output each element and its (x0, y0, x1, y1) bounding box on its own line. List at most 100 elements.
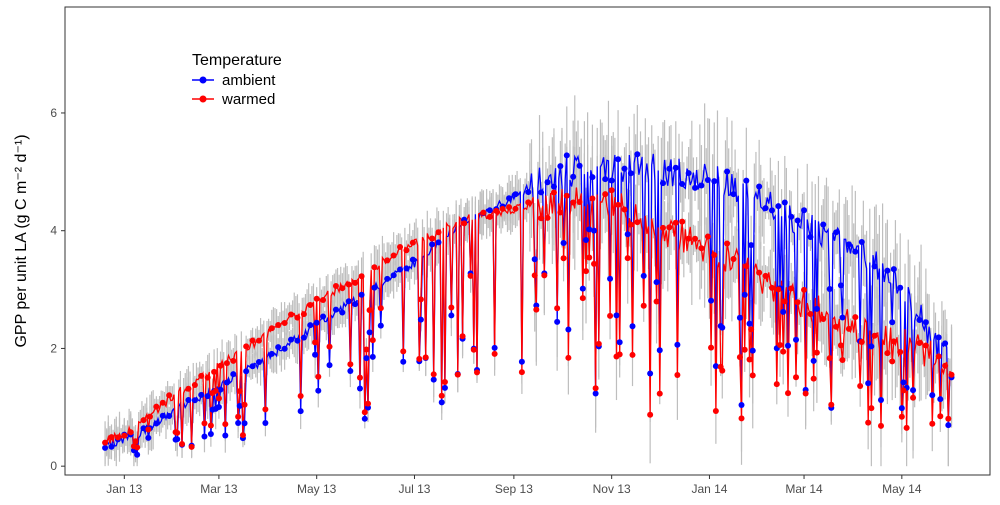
data-point-ambient (429, 241, 436, 248)
y-axis: 0 2 4 6 (50, 106, 65, 473)
data-point-warmed (865, 419, 872, 426)
data-point-warmed (448, 304, 455, 311)
data-point-warmed (871, 332, 878, 339)
data-point-warmed (108, 434, 115, 441)
data-point-warmed (607, 312, 614, 319)
data-point-warmed (656, 390, 663, 397)
data-point-ambient (910, 387, 917, 394)
data-point-ambient (159, 412, 166, 419)
data-point-ambient (366, 329, 373, 336)
data-point-ambient (486, 207, 493, 214)
data-point-warmed (890, 338, 897, 345)
data-point-ambient (506, 195, 513, 202)
data-point-warmed (768, 284, 775, 291)
data-point-warmed (159, 399, 166, 406)
data-point-warmed (114, 434, 121, 441)
legend-label-warmed: warmed (221, 91, 275, 108)
data-point-warmed (679, 218, 686, 225)
data-point-ambient (397, 266, 404, 273)
data-point-ambient (837, 282, 844, 289)
data-point-warmed (922, 342, 929, 349)
data-point-warmed (384, 257, 391, 264)
data-point-ambient (653, 279, 660, 286)
data-point-warmed (217, 362, 224, 369)
data-point-warmed (647, 411, 654, 418)
data-point-ambient (730, 191, 737, 198)
data-point-ambient (858, 239, 865, 246)
data-point-warmed (416, 355, 423, 362)
data-point-ambient (704, 177, 711, 184)
data-point-warmed (583, 268, 590, 275)
data-point-ambient (384, 275, 391, 282)
data-point-warmed (621, 206, 628, 213)
data-point-ambient (557, 163, 564, 170)
data-point-warmed (666, 224, 673, 231)
data-point-warmed (541, 272, 548, 279)
data-point-ambient (312, 351, 319, 358)
data-point-ambient (326, 362, 333, 369)
data-point-warmed (857, 383, 864, 390)
data-point-warmed (560, 255, 567, 262)
data-point-ambient (897, 284, 904, 291)
data-point-warmed (579, 295, 586, 302)
data-point-ambient (801, 207, 808, 214)
data-point-ambient (217, 386, 224, 393)
data-point-warmed (762, 272, 769, 279)
data-point-warmed (833, 323, 840, 330)
data-point-warmed (653, 298, 660, 305)
data-point-warmed (486, 213, 493, 220)
y-tick-label: 4 (50, 224, 57, 238)
data-point-ambient (570, 173, 577, 180)
data-point-ambient (215, 403, 222, 410)
data-point-warmed (802, 390, 809, 397)
data-point-warmed (945, 415, 952, 422)
data-point-ambient (900, 379, 907, 386)
data-point-ambient (672, 164, 679, 171)
data-point-warmed (781, 298, 788, 305)
data-point-ambient (871, 263, 878, 270)
data-point-warmed (430, 371, 437, 378)
data-point-ambient (554, 318, 561, 325)
data-point-warmed (188, 443, 195, 450)
data-point-warmed (550, 189, 557, 196)
data-point-warmed (858, 338, 865, 345)
data-point-warmed (191, 381, 198, 388)
data-point-ambient (613, 312, 620, 319)
data-point-warmed (704, 233, 711, 240)
data-point-ambient (719, 324, 726, 331)
data-point-ambient (268, 350, 275, 357)
data-point-warmed (397, 243, 404, 250)
data-point-warmed (586, 254, 593, 261)
data-point-ambient (369, 353, 376, 360)
data-point-warmed (692, 235, 699, 242)
data-point-warmed (525, 199, 532, 206)
data-point-ambient (417, 316, 424, 323)
data-point-ambient (865, 380, 872, 387)
data-point-ambient (201, 433, 208, 440)
data-point-warmed (743, 263, 750, 270)
data-point-ambient (409, 256, 416, 263)
data-point-warmed (776, 341, 783, 348)
data-point-ambient (659, 180, 666, 187)
data-point-warmed (788, 285, 795, 292)
data-point-ambient (441, 384, 448, 391)
data-point-ambient (833, 229, 840, 236)
data-point-warmed (198, 372, 205, 379)
data-point-warmed (591, 260, 598, 267)
data-point-warmed (361, 409, 368, 416)
x-tick-label: Jul 13 (398, 482, 430, 496)
data-point-warmed (474, 369, 481, 376)
data-point-warmed (236, 388, 243, 395)
data-point-ambient (749, 347, 756, 354)
data-point-warmed (775, 286, 782, 293)
data-point-warmed (634, 219, 641, 226)
data-point-warmed (400, 348, 407, 355)
data-point-warmed (554, 305, 561, 312)
data-point-ambient (884, 267, 891, 274)
data-point-warmed (557, 209, 564, 216)
data-point-ambient (563, 152, 570, 159)
data-point-ambient (448, 312, 455, 319)
data-point-ambient (826, 285, 833, 292)
